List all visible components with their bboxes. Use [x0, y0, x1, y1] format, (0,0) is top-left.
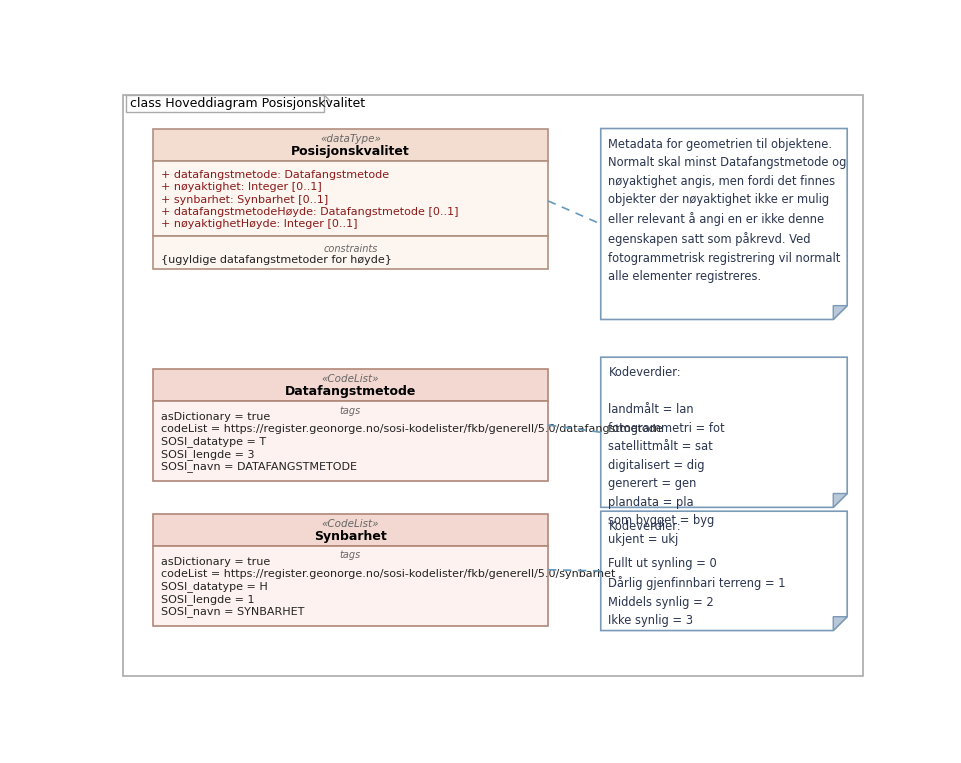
- Text: «CodeList»: «CodeList»: [321, 519, 379, 529]
- Text: «CodeList»: «CodeList»: [321, 374, 379, 384]
- Text: Metadata for geometrien til objektene.
Normalt skal minst Datafangstmetode og
nø: Metadata for geometrien til objektene. N…: [608, 138, 846, 283]
- Text: Synbarhet: Synbarhet: [313, 530, 386, 543]
- Text: Posisjonskvalitet: Posisjonskvalitet: [291, 145, 409, 158]
- Text: Kodeverdier:

landmålt = lan
fotogrammetri = fot
satellittmålt = sat
digitaliser: Kodeverdier: landmålt = lan fotogrammetr…: [608, 366, 725, 546]
- Polygon shape: [832, 617, 847, 630]
- Text: constraints: constraints: [323, 244, 378, 254]
- Text: asDictionary = true: asDictionary = true: [160, 557, 269, 567]
- Bar: [153, 128, 548, 161]
- Bar: [153, 401, 548, 481]
- Bar: [153, 237, 548, 269]
- Bar: [153, 369, 548, 401]
- Text: + datafangstmetodeHøyde: Datafangstmetode [0..1]: + datafangstmetodeHøyde: Datafangstmetod…: [160, 207, 457, 217]
- Text: {ugyldige datafangstmetoder for høyde}: {ugyldige datafangstmetoder for høyde}: [160, 255, 391, 265]
- Polygon shape: [600, 128, 847, 320]
- Polygon shape: [832, 306, 847, 320]
- Text: Datafangstmetode: Datafangstmetode: [284, 385, 416, 398]
- Text: SOSI_lengde = 1: SOSI_lengde = 1: [160, 594, 254, 604]
- Text: «dataType»: «dataType»: [320, 134, 381, 143]
- Text: + synbarhet: Synbarhet [0..1]: + synbarhet: Synbarhet [0..1]: [160, 195, 328, 204]
- Text: SOSI_lengde = 3: SOSI_lengde = 3: [160, 449, 254, 460]
- Polygon shape: [600, 511, 847, 630]
- Text: asDictionary = true: asDictionary = true: [160, 412, 269, 422]
- Polygon shape: [832, 494, 847, 507]
- Text: SOSI_datatype = H: SOSI_datatype = H: [160, 581, 267, 592]
- Polygon shape: [600, 357, 847, 507]
- Bar: [153, 513, 548, 546]
- Text: SOSI_datatype = T: SOSI_datatype = T: [160, 436, 265, 447]
- Text: + nøyaktighetHøyde: Integer [0..1]: + nøyaktighetHøyde: Integer [0..1]: [160, 220, 357, 230]
- Text: tags: tags: [339, 406, 360, 416]
- Text: SOSI_navn = SYNBARHET: SOSI_navn = SYNBARHET: [160, 606, 304, 617]
- Text: class Hoveddiagram Posisjonskvalitet: class Hoveddiagram Posisjonskvalitet: [130, 98, 364, 111]
- Text: + nøyaktighet: Integer [0..1]: + nøyaktighet: Integer [0..1]: [160, 182, 321, 192]
- Bar: [153, 546, 548, 626]
- Bar: [153, 161, 548, 237]
- Text: codeList = https://register.geonorge.no/sosi-kodelister/fkb/generell/5.0/datafan: codeList = https://register.geonorge.no/…: [160, 424, 661, 434]
- Text: codeList = https://register.geonorge.no/sosi-kodelister/fkb/generell/5.0/synbarh: codeList = https://register.geonorge.no/…: [160, 569, 614, 579]
- Text: + datafangstmetode: Datafangstmetode: + datafangstmetode: Datafangstmetode: [160, 170, 388, 180]
- Text: Kodeverdier:

Fullt ut synling = 0
Dårlig gjenfinnbari terreng = 1
Middels synli: Kodeverdier: Fullt ut synling = 0 Dårlig…: [608, 520, 785, 627]
- Text: tags: tags: [339, 550, 360, 561]
- Bar: [126, 95, 324, 111]
- Text: SOSI_navn = DATAFANGSTMETODE: SOSI_navn = DATAFANGSTMETODE: [160, 461, 357, 472]
